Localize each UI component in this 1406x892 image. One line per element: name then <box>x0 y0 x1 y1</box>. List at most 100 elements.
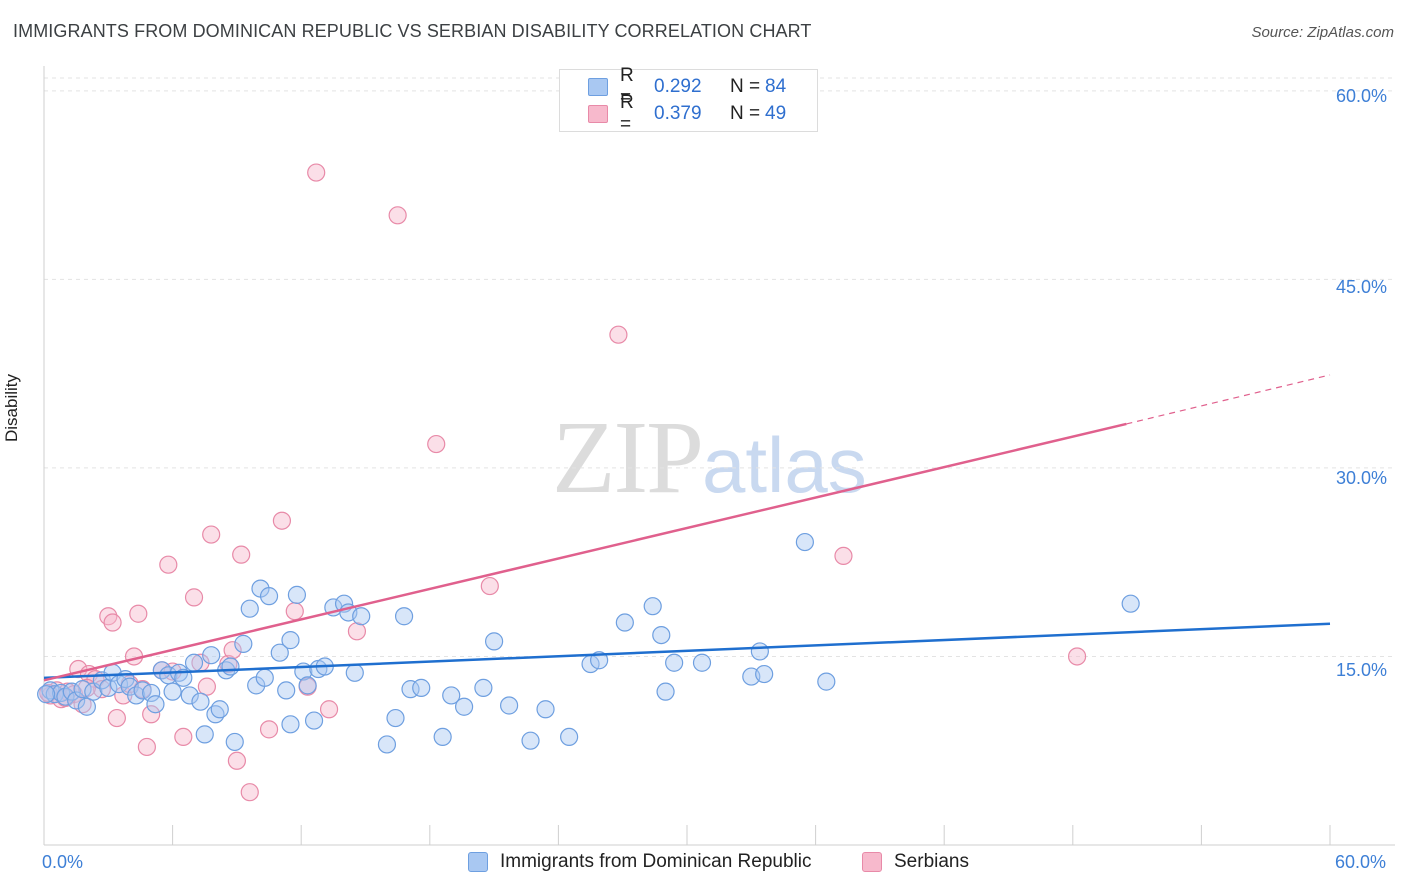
dominican-point <box>652 625 671 645</box>
dominican-point <box>521 731 540 750</box>
dominican-point <box>345 663 364 682</box>
serbian-point <box>388 206 407 225</box>
serbian-point <box>129 604 148 623</box>
serbian-point <box>1067 647 1087 666</box>
y-tick-label-15: 15.0% <box>1336 660 1388 680</box>
serbian-point <box>285 602 304 621</box>
serbian-point <box>427 434 446 454</box>
trend-lines <box>43 374 1331 682</box>
serbian-point <box>272 511 292 530</box>
legend-swatch-pink <box>588 105 608 123</box>
dominican-point <box>202 646 221 665</box>
serbian-point <box>142 705 161 724</box>
serbian-point <box>184 588 204 607</box>
source-credit: Source: ZipAtlas.com <box>1251 24 1394 41</box>
legend-r-value: 0.379 <box>654 103 702 124</box>
dominican-point <box>454 697 474 716</box>
legend-n-value: 49 <box>765 103 787 124</box>
dominican-point <box>485 632 504 651</box>
serbian-point <box>107 708 126 728</box>
serbian-point <box>259 720 279 739</box>
dominican-point <box>298 676 317 695</box>
axes <box>43 66 1395 846</box>
serbians-points <box>39 163 1087 802</box>
stats-legend: R = 0.292 N = 84 R = 0.379 N = 49 <box>559 65 818 135</box>
legend-row-dominican: R = 0.292 N = 84 <box>588 65 787 108</box>
legend-r-value: 0.292 <box>654 76 702 97</box>
serbian-point <box>480 576 499 596</box>
dominican-point <box>817 672 836 691</box>
serbian-point <box>319 700 339 719</box>
legend-n-label: N = <box>730 103 761 124</box>
dominican-point <box>37 685 56 704</box>
serbian-point <box>159 555 178 574</box>
dominican-point <box>433 727 452 747</box>
dominican-point <box>225 732 244 752</box>
chart-title: IMMIGRANTS FROM DOMINICAN REPUBLIC VS SE… <box>13 21 812 41</box>
y-axis-label: Disability <box>2 373 21 443</box>
legend-n-value: 84 <box>765 76 787 97</box>
dominican-point <box>394 607 414 626</box>
dominican-point <box>281 715 300 734</box>
x-axis-max-label: 60.0% <box>1335 852 1387 872</box>
dominican-point <box>73 680 92 699</box>
serbian-point <box>174 727 193 747</box>
serbian-point <box>137 737 156 757</box>
dominican-point <box>174 668 193 687</box>
dominican-trend-line <box>43 622 1331 680</box>
serbian-point <box>202 525 221 544</box>
dominican-point <box>255 668 274 687</box>
dominican-point <box>536 700 555 719</box>
dominican-point <box>795 532 814 552</box>
dominican-point <box>184 653 204 672</box>
dominican-point <box>277 681 296 700</box>
dominican-point <box>77 697 96 716</box>
dominican-point <box>665 653 684 672</box>
dominican-point <box>180 686 199 705</box>
dominican-point <box>287 585 307 604</box>
serbian-point <box>227 751 246 770</box>
y-tick-label-30: 30.0% <box>1336 468 1388 488</box>
bottom-legend-label-serbians: Serbians <box>894 851 969 872</box>
dominican-point <box>377 735 397 754</box>
serbian-trend-extension <box>1126 374 1331 425</box>
bottom-legend-dominican: Immigrants from Dominican Republic <box>468 851 812 873</box>
dominican-point <box>352 607 371 626</box>
legend-row-serbians: R = 0.379 N = 49 <box>588 92 787 135</box>
dominican-point <box>146 695 165 714</box>
dominican-point <box>590 651 609 670</box>
dominican-point <box>210 700 229 719</box>
serbian-point <box>232 545 251 564</box>
dominican-point <box>240 599 259 618</box>
legend-r-label: R = <box>620 92 634 135</box>
dominican-point <box>163 682 182 701</box>
x-axis-min-label: 0.0% <box>42 852 84 872</box>
dominican-point <box>221 657 240 676</box>
y-tick-label-60: 60.0% <box>1336 86 1388 106</box>
dominican-point <box>643 597 662 616</box>
dominican-point <box>755 664 774 684</box>
legend-r-label: R = <box>620 65 634 108</box>
watermark-zip: ZIP <box>552 400 704 515</box>
dominican-point <box>750 642 769 661</box>
bottom-legend-swatch-pink <box>862 852 882 872</box>
dominican-points <box>37 532 1140 754</box>
dominican-point <box>615 613 634 632</box>
bottom-legend-label-dominican: Immigrants from Dominican Republic <box>500 851 812 872</box>
dominican-point <box>195 725 214 744</box>
dominican-point <box>442 686 461 705</box>
dominican-point <box>67 691 86 710</box>
dominican-point <box>281 631 300 650</box>
serbian-point <box>307 163 326 182</box>
bottom-legend-swatch-blue <box>468 852 488 872</box>
dominican-point <box>270 643 289 662</box>
bottom-legend-serbians: Serbians <box>862 851 969 873</box>
serbian-point <box>240 783 259 802</box>
dominican-point <box>99 678 118 697</box>
legend-n-label: N = <box>730 76 761 97</box>
serbian-point <box>197 677 216 696</box>
serbian-point <box>347 622 367 641</box>
dominican-point <box>474 678 493 697</box>
dominican-point <box>412 678 431 697</box>
serbian-point <box>609 325 628 344</box>
